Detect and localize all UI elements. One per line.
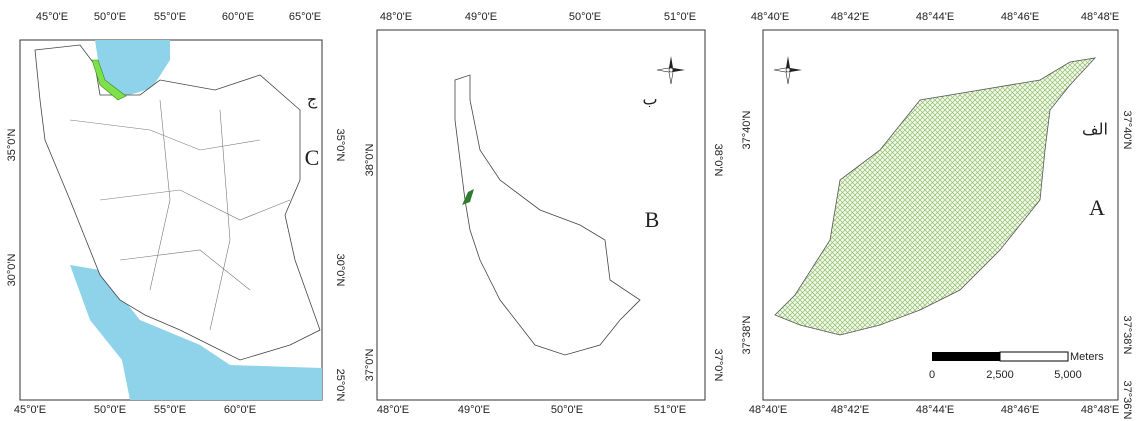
top-coord-label: 48°44'E: [916, 11, 954, 23]
study-area: [774, 57, 1097, 336]
left-coord-label: 37°38'N: [741, 315, 753, 354]
left-coord-label: 38°0'N: [364, 144, 376, 177]
bottom-coord-label: 49°0'E: [458, 404, 490, 416]
bottom-coord-label: 50°0'E: [94, 404, 126, 416]
bottom-coord-label: 45°0'E: [14, 404, 46, 416]
right-coord-label: 35°0'N: [334, 129, 346, 162]
scale-label: 0: [929, 369, 935, 381]
province-outline: [454, 74, 641, 356]
top-coord-label: 55°0'E: [154, 11, 186, 23]
top-coord-label: 65°0'E: [289, 11, 321, 23]
panel-letter-fa: ج: [307, 90, 318, 110]
panel-letter-fa: ب: [642, 90, 657, 109]
right-coord-label: 37°36'N: [1121, 381, 1133, 420]
panel-letter-en: B: [645, 207, 660, 232]
bottom-coord-label: 48°44'E: [916, 404, 954, 416]
right-coord-label: 30°0'N: [334, 254, 346, 287]
top-coord-label: 50°0'E: [94, 11, 126, 23]
top-coord-label: 48°48'E: [1081, 11, 1119, 23]
bottom-coord-label: 48°46'E: [1001, 404, 1039, 416]
top-coord-label: 48°42'E: [831, 11, 869, 23]
bottom-coord-label: 60°0'E: [224, 404, 256, 416]
panel-letter-en: C: [305, 145, 320, 170]
top-coord-label: 60°0'E: [222, 11, 254, 23]
left-coord-label: 37°40'N: [741, 110, 753, 149]
scale-label: 5,000: [1054, 369, 1082, 381]
right-coord-label: 37°0'N: [712, 349, 724, 382]
top-coord-label: 48°0'E: [380, 11, 412, 23]
top-coord-label: 45°0'E: [36, 11, 68, 23]
left-coord-label: 35°0'N: [6, 129, 18, 162]
scale-unit: Meters: [1070, 351, 1104, 363]
top-coord-label: 51°0'E: [664, 11, 696, 23]
province-borders: [69, 99, 291, 331]
right-coord-label: 25°0'N: [334, 369, 346, 402]
top-coord-label: 49°0'E: [465, 11, 497, 23]
country-outline: [34, 44, 321, 361]
scale-label: 2,500: [986, 369, 1014, 381]
bottom-coord-label: 48°42'E: [831, 404, 869, 416]
scale-bar: [932, 352, 1000, 361]
bottom-coord-label: 50°0'E: [551, 404, 583, 416]
bottom-coord-label: 51°0'E: [654, 404, 686, 416]
bottom-coord-label: 48°48'E: [1081, 404, 1119, 416]
panel-letter-en: A: [1089, 195, 1105, 220]
study-area: [462, 189, 474, 205]
top-coord-label: 48°46'E: [1001, 11, 1039, 23]
right-coord-label: 37°38'N: [1121, 316, 1133, 355]
left-coord-label: 37°0'N: [364, 349, 376, 382]
study-province: [91, 59, 127, 101]
right-coord-label: 37°40'N: [1121, 111, 1133, 150]
bottom-coord-label: 55°0'E: [154, 404, 186, 416]
persian-gulf: [70, 265, 322, 400]
caspian-sea: [95, 40, 170, 96]
right-coord-label: 38°0'N: [712, 144, 724, 177]
scale-bar: [999, 351, 1069, 362]
top-coord-label: 48°40'E: [751, 11, 789, 23]
left-coord-label: 30°0'N: [6, 254, 18, 287]
bottom-coord-label: 48°0'E: [377, 404, 409, 416]
bottom-coord-label: 48°40'E: [749, 404, 787, 416]
panel-letter-fa: الف: [1082, 120, 1108, 139]
top-coord-label: 50°0'E: [569, 11, 601, 23]
